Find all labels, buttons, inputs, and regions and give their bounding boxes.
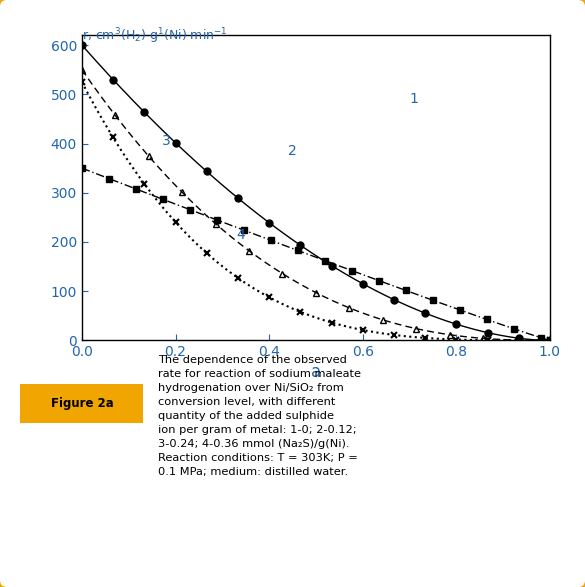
Text: 2: 2 [288, 144, 297, 158]
Text: 4: 4 [236, 228, 245, 242]
Text: 3: 3 [161, 134, 170, 148]
Text: r, cm$^3$(H$_2$) g$^1$(Ni) min$^{-1}$: r, cm$^3$(H$_2$) g$^1$(Ni) min$^{-1}$ [82, 26, 228, 46]
Text: Figure 2a: Figure 2a [50, 397, 113, 410]
Text: 1: 1 [410, 92, 418, 106]
X-axis label: a: a [311, 363, 321, 382]
Text: The dependence of the observed
rate for reaction of sodium maleate
hydrogenation: The dependence of the observed rate for … [158, 355, 361, 477]
